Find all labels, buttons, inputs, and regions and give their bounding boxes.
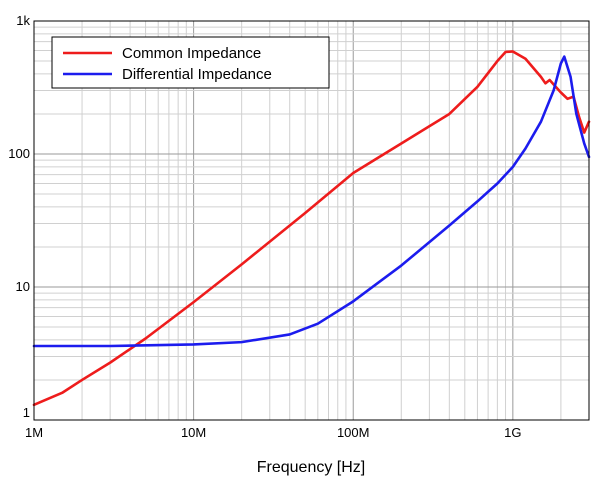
x-tick-label: 100M	[337, 425, 370, 440]
tick-labels: 1M 10M 100M 1G 1 10 100 1k	[8, 13, 521, 440]
series-line-differential-impedance	[32, 55, 591, 348]
x-tick-label: 1G	[504, 425, 521, 440]
y-tick-label: 100	[8, 146, 30, 161]
y-tick-label: 10	[16, 279, 30, 294]
y-tick-label: 1k	[16, 13, 30, 28]
x-axis-label: Frequency [Hz]	[257, 459, 365, 476]
legend-box	[51, 36, 330, 89]
legend-label: Common Impedance	[122, 45, 261, 62]
x-tick-label: 1M	[25, 425, 43, 440]
series-line-common-impedance	[32, 50, 591, 407]
legend-label: Differential Impedance	[122, 66, 272, 83]
legend: Common Impedance Differential Impedance	[51, 36, 330, 89]
series-lines	[32, 50, 591, 407]
x-tick-label: 10M	[181, 425, 206, 440]
plot-border	[33, 20, 590, 421]
y-tick-label: 1	[23, 405, 30, 420]
